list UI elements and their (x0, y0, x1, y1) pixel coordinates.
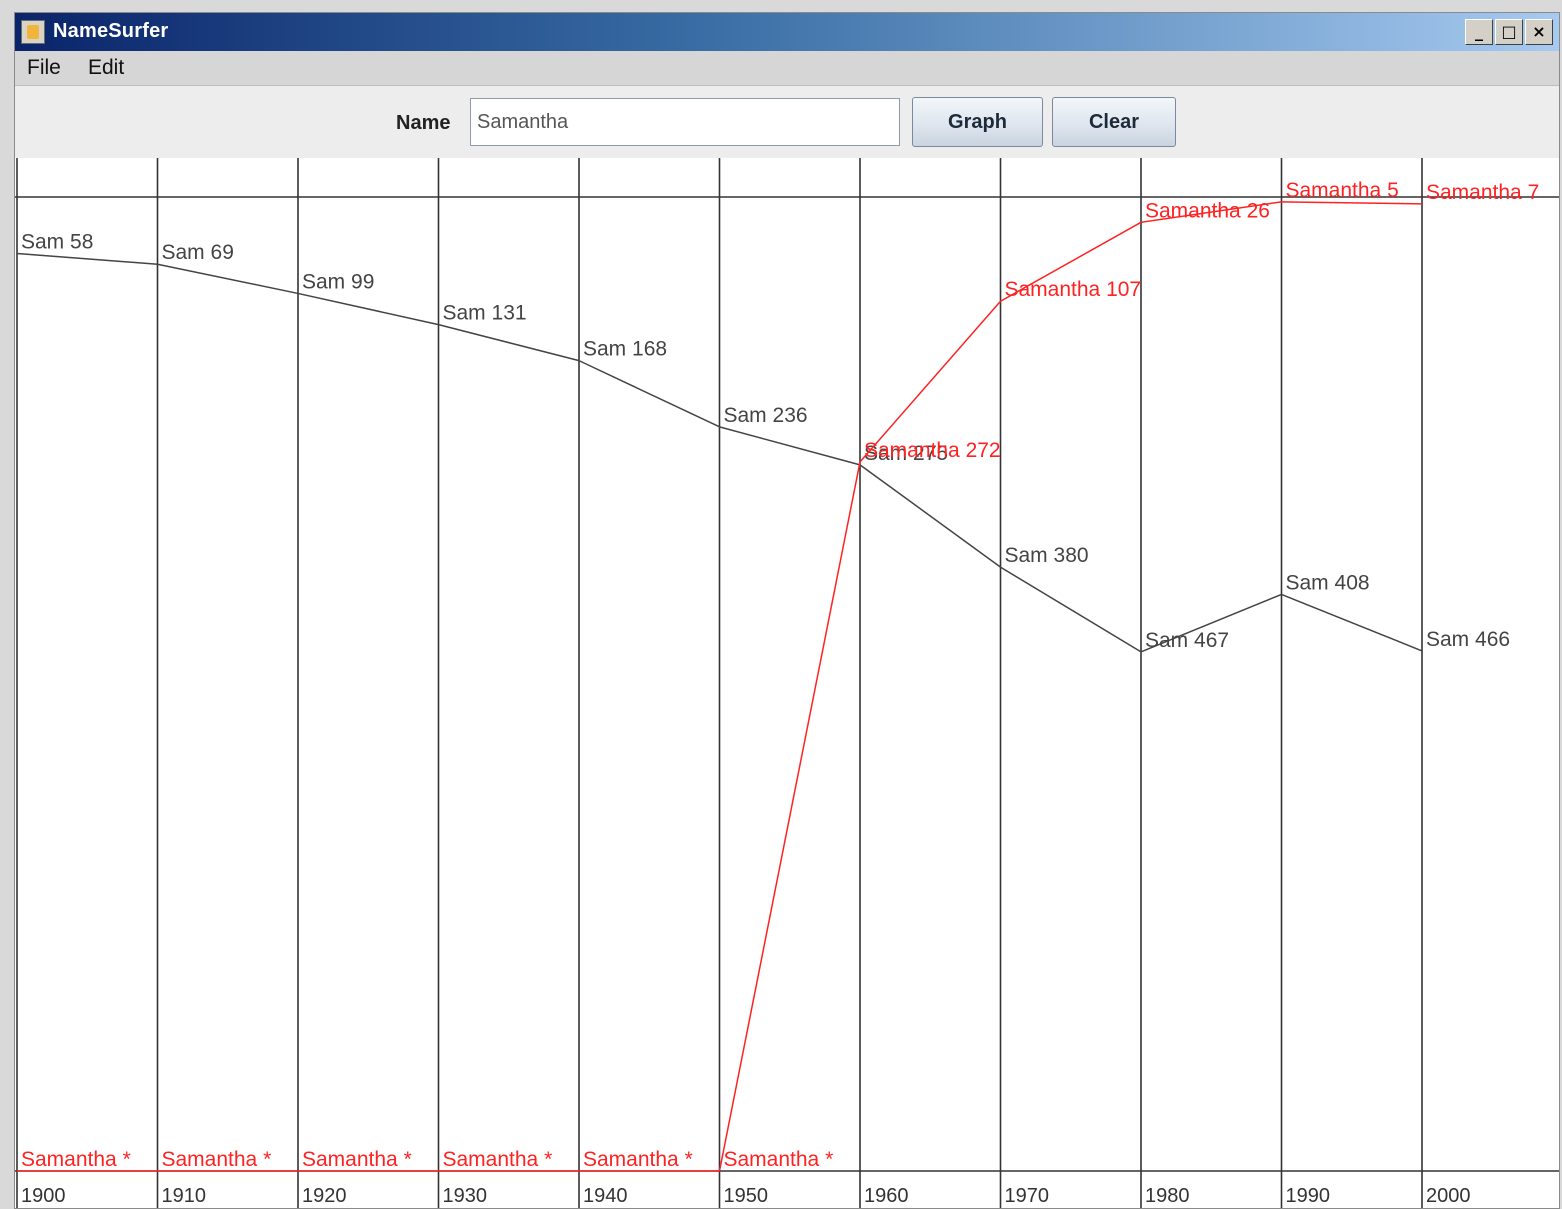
series-segment-samantha (1281, 201, 1423, 205)
name-popularity-chart: 1900 1910 1920 1930 1940 1950 1960 1970 1980 1990… (15, 158, 1559, 1208)
graph-canvas: 1900 1910 1920 1930 1940 1950 1960 1970 1980 1990… (15, 158, 1559, 1208)
namesurfer-window: NameSurfer _ □ × File Edit Name Graph Cl… (14, 12, 1560, 1209)
series-segment-sam (1281, 593, 1423, 652)
clear-button[interactable]: Clear (1052, 97, 1176, 147)
menu-file[interactable]: File (27, 56, 61, 79)
name-label: Name (396, 112, 451, 134)
series-segment-sam (157, 263, 299, 295)
data-label-samantha: Samantha 26 (1145, 199, 1270, 222)
series-segment-sam (1000, 566, 1142, 653)
window-title: NameSurfer (53, 20, 169, 42)
decade-label: 1970 (1005, 1185, 1050, 1207)
menu-bar: File Edit (15, 51, 1559, 86)
data-label-sam: Sam 466 (1426, 628, 1510, 651)
series-segment-samantha (1140, 201, 1282, 224)
data-label-sam: Sam 380 (1005, 544, 1089, 567)
data-label-samantha: Samantha 5 (1286, 179, 1399, 202)
data-label-samantha: Samantha 7 (1426, 181, 1539, 204)
data-label-samantha: Samantha * (21, 1148, 131, 1171)
decade-label: 1940 (583, 1185, 628, 1207)
decade-label: 1900 (21, 1185, 66, 1207)
data-label-sam: Sam 275 (864, 442, 948, 465)
series-segment-sam (297, 292, 439, 326)
decade-label: 1930 (443, 1185, 488, 1207)
name-toolbar: Name Graph Clear (15, 86, 1559, 158)
decade-label: 2000 (1426, 1185, 1471, 1207)
data-label-samantha: Samantha 107 (1005, 278, 1142, 301)
data-label-samantha: Samantha * (724, 1148, 834, 1171)
name-input[interactable] (470, 98, 900, 146)
data-label-samantha: Samantha 272 (864, 439, 1001, 462)
series-segment-sam (1140, 593, 1282, 653)
close-icon[interactable]: × (1525, 19, 1553, 45)
series-segment-sam (438, 323, 580, 362)
window-controls: _ □ × (1465, 19, 1553, 45)
data-label-sam: Sam 236 (724, 404, 808, 427)
decade-label: 1950 (724, 1185, 769, 1207)
data-label-sam: Sam 168 (583, 338, 667, 361)
minimize-icon[interactable]: _ (1465, 19, 1493, 45)
data-label-sam: Sam 408 (1286, 571, 1370, 594)
app-icon (21, 20, 45, 44)
menu-edit[interactable]: Edit (88, 56, 125, 79)
series-segment-sam (578, 359, 720, 428)
series-segment-samantha (718, 461, 861, 1172)
data-label-samantha: Samantha * (162, 1148, 272, 1171)
maximize-icon[interactable]: □ (1495, 19, 1523, 45)
decade-label: 1990 (1286, 1185, 1331, 1207)
data-label-sam: Sam 131 (443, 302, 527, 325)
data-label-samantha: Samantha * (583, 1148, 693, 1171)
graph-button[interactable]: Graph (912, 97, 1043, 147)
series-segment-sam (719, 426, 861, 466)
data-label-sam: Sam 467 (1145, 629, 1229, 652)
decade-label: 1910 (162, 1185, 207, 1207)
decade-label: 1920 (302, 1185, 347, 1207)
data-label-sam: Sam 69 (162, 241, 234, 264)
series-segment-sam (859, 464, 1001, 568)
data-label-samantha: Samantha * (302, 1148, 412, 1171)
data-label-sam: Sam 99 (302, 270, 374, 293)
decade-label: 1960 (864, 1185, 909, 1207)
decade-label: 1980 (1145, 1185, 1190, 1207)
series-segment-samantha (859, 300, 1002, 463)
series-segment-sam (16, 252, 158, 265)
data-label-samantha: Samantha * (443, 1148, 553, 1171)
data-label-sam: Sam 58 (21, 230, 93, 253)
title-bar[interactable]: NameSurfer _ □ × (15, 13, 1559, 51)
series-segment-samantha (1000, 221, 1142, 302)
